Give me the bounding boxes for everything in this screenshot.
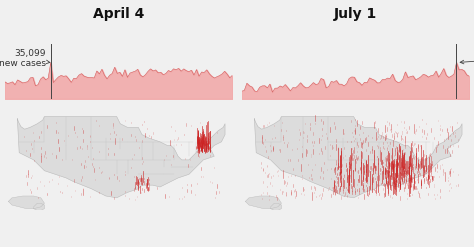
Polygon shape [9, 196, 45, 209]
Text: 49,932
new cases: 49,932 new cases [460, 49, 474, 68]
Text: July 1: July 1 [334, 7, 377, 21]
Polygon shape [246, 196, 282, 209]
Text: 35,099
new cases: 35,099 new cases [0, 49, 50, 68]
Polygon shape [255, 117, 462, 198]
Polygon shape [18, 117, 225, 198]
Polygon shape [34, 203, 45, 210]
Polygon shape [271, 203, 282, 210]
Text: April 4: April 4 [93, 7, 144, 21]
